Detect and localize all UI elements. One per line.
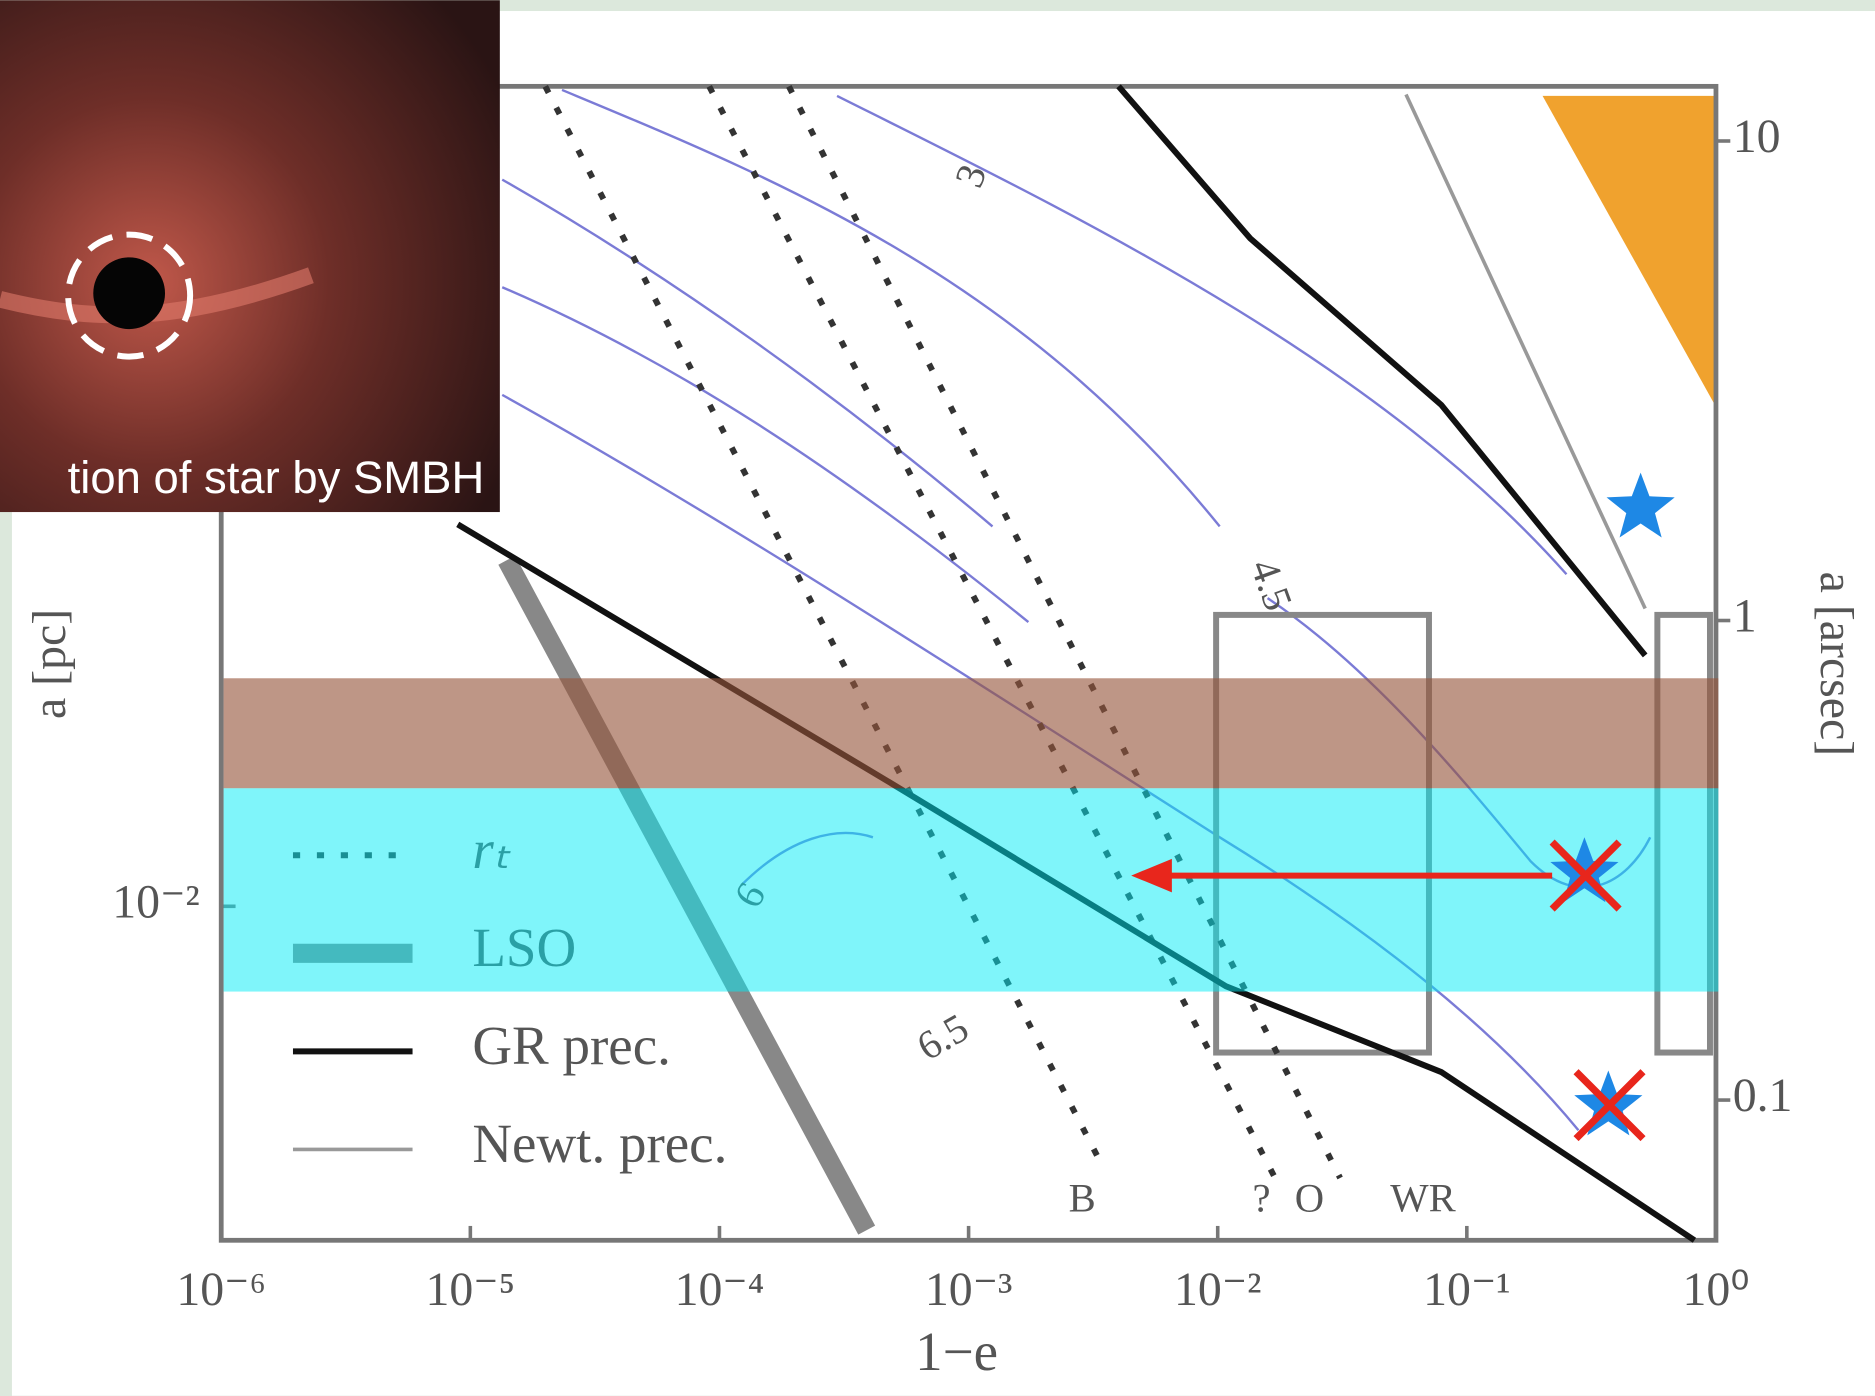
y2-axis-label: a [arcsec]: [1810, 572, 1863, 757]
y2-tick-label: 0.1: [1733, 1069, 1793, 1122]
x-tick-label: 10⁻⁵: [425, 1263, 515, 1316]
inset: tion of star by SMBH: [0, 0, 500, 512]
highlight-band: [224, 788, 1719, 991]
annotation: O: [1295, 1175, 1324, 1220]
annotation: WR: [1390, 1175, 1456, 1220]
annotation: B: [1069, 1175, 1096, 1220]
x-tick-label: 10⁻⁴: [675, 1263, 765, 1316]
y2-tick-label: 1: [1733, 590, 1757, 643]
slide: 10⁻⁶ 10⁻⁵ 10⁻⁴ 10⁻³ 10⁻² 10⁻¹ 10⁰ 10⁻² 0.1 1 10 1−e…: [0, 0, 1875, 1396]
y2-tick-label: 10: [1733, 110, 1781, 163]
y-axis-label: a [pc]: [23, 609, 76, 719]
y-tick-label: 10⁻²: [112, 875, 199, 928]
x-tick-label: 10⁻²: [1174, 1263, 1261, 1316]
x-tick-label: 10⁻¹: [1423, 1263, 1510, 1316]
inset-image: [0, 0, 500, 512]
x-axis-label: 1−e: [915, 1321, 998, 1382]
x-tick-label: 10⁻³: [925, 1263, 1012, 1316]
annotation: ?: [1253, 1175, 1271, 1220]
inset-caption: tion of star by SMBH: [68, 452, 485, 503]
highlight-band: [224, 678, 1719, 788]
page: {"chart_data": { "type": "line", "xlabel…: [0, 0, 1875, 1396]
x-tick-label: 10⁻⁶: [176, 1263, 266, 1316]
legend-label: GR prec.: [472, 1015, 671, 1076]
x-tick-label: 10⁰: [1682, 1263, 1749, 1316]
black-hole: [93, 257, 165, 329]
legend-label: Newt. prec.: [472, 1113, 727, 1174]
